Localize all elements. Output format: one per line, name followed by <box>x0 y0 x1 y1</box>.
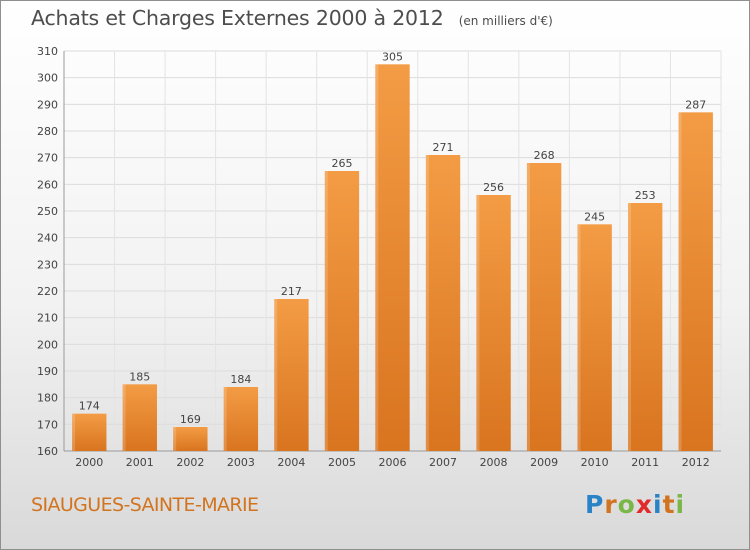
bar <box>476 195 511 451</box>
bar-value-label: 253 <box>635 189 656 202</box>
y-tick-label: 240 <box>37 232 58 245</box>
bar-highlight <box>425 155 429 451</box>
y-tick-label: 180 <box>37 392 58 405</box>
bar-highlight <box>375 64 379 452</box>
bar-highlight <box>678 112 682 451</box>
y-tick-label: 300 <box>37 72 58 85</box>
x-tick-label: 2000 <box>75 456 103 469</box>
logo-letter: P <box>585 490 605 519</box>
bar-value-label: 245 <box>584 210 605 223</box>
y-tick-label: 190 <box>37 365 58 378</box>
bar-highlight <box>476 195 480 451</box>
x-tick-label: 2002 <box>176 456 204 469</box>
bar-value-label: 256 <box>483 181 504 194</box>
y-tick-label: 220 <box>37 285 58 298</box>
x-tick-label: 2003 <box>227 456 255 469</box>
y-tick-label: 310 <box>37 45 58 58</box>
bar-value-label: 287 <box>685 98 706 111</box>
proxiti-logo: Proxiti <box>585 490 685 519</box>
x-tick-label: 2001 <box>126 456 154 469</box>
x-tick-label: 2011 <box>631 456 659 469</box>
bar-value-label: 268 <box>534 149 555 162</box>
bar-highlight <box>72 413 76 451</box>
bar <box>72 413 107 451</box>
x-tick-label: 2010 <box>581 456 609 469</box>
chart-header: Achats et Charges Externes 2000 à 2012 (… <box>31 6 553 30</box>
x-tick-label: 2004 <box>277 456 305 469</box>
bar <box>274 299 309 451</box>
bar <box>526 163 562 451</box>
y-tick-label: 290 <box>37 98 58 111</box>
bar-value-label: 184 <box>230 373 251 386</box>
y-tick-label: 200 <box>37 338 58 351</box>
logo-letter: t <box>662 490 676 519</box>
bar-value-label: 169 <box>180 413 201 426</box>
y-tick-label: 160 <box>37 445 58 458</box>
logo-letter: i <box>675 490 686 519</box>
logo-letter: x <box>635 490 653 519</box>
bar <box>678 112 713 451</box>
logo-letter: i <box>653 490 663 519</box>
chart-title: Achats et Charges Externes 2000 à 2012 <box>31 6 444 30</box>
bar-value-label: 174 <box>79 400 100 413</box>
x-tick-label: 2005 <box>328 456 356 469</box>
bar <box>324 171 360 451</box>
bar-highlight <box>628 203 632 451</box>
y-tick-label: 250 <box>37 205 58 218</box>
bar-value-label: 185 <box>129 370 150 383</box>
logo-letter: o <box>617 490 636 519</box>
x-tick-label: 2007 <box>429 456 457 469</box>
y-tick-label: 170 <box>37 418 58 431</box>
bar <box>173 427 208 451</box>
y-tick-label: 230 <box>37 258 58 271</box>
y-tick-label: 270 <box>37 152 58 165</box>
bar-value-label: 265 <box>331 157 352 170</box>
chart-subtitle: (en milliers d'€) <box>458 14 553 28</box>
y-tick-label: 210 <box>37 312 58 325</box>
x-tick-label: 2008 <box>480 456 508 469</box>
x-tick-label: 2009 <box>530 456 558 469</box>
bar-highlight <box>122 384 126 451</box>
bar-highlight <box>324 171 328 451</box>
bar <box>425 155 461 451</box>
x-tick-label: 2006 <box>379 456 407 469</box>
bar-value-label: 271 <box>433 141 454 154</box>
y-tick-label: 260 <box>37 178 58 191</box>
x-tick-label: 2012 <box>682 456 710 469</box>
bar <box>628 203 663 451</box>
bar-value-label: 217 <box>281 285 302 298</box>
bar-highlight <box>274 299 278 451</box>
y-tick-label: 280 <box>37 125 58 138</box>
bar-value-label: 305 <box>382 50 403 63</box>
bar <box>223 387 259 451</box>
bar-highlight <box>577 224 581 451</box>
bar-highlight <box>526 163 530 451</box>
bar <box>122 384 157 451</box>
bar <box>577 224 612 451</box>
bar <box>375 64 410 452</box>
commune-name: SIAUGUES-SAINTE-MARIE <box>31 494 259 516</box>
bar-highlight <box>223 387 227 451</box>
bar-highlight <box>173 427 177 451</box>
logo-letter: r <box>604 490 618 519</box>
